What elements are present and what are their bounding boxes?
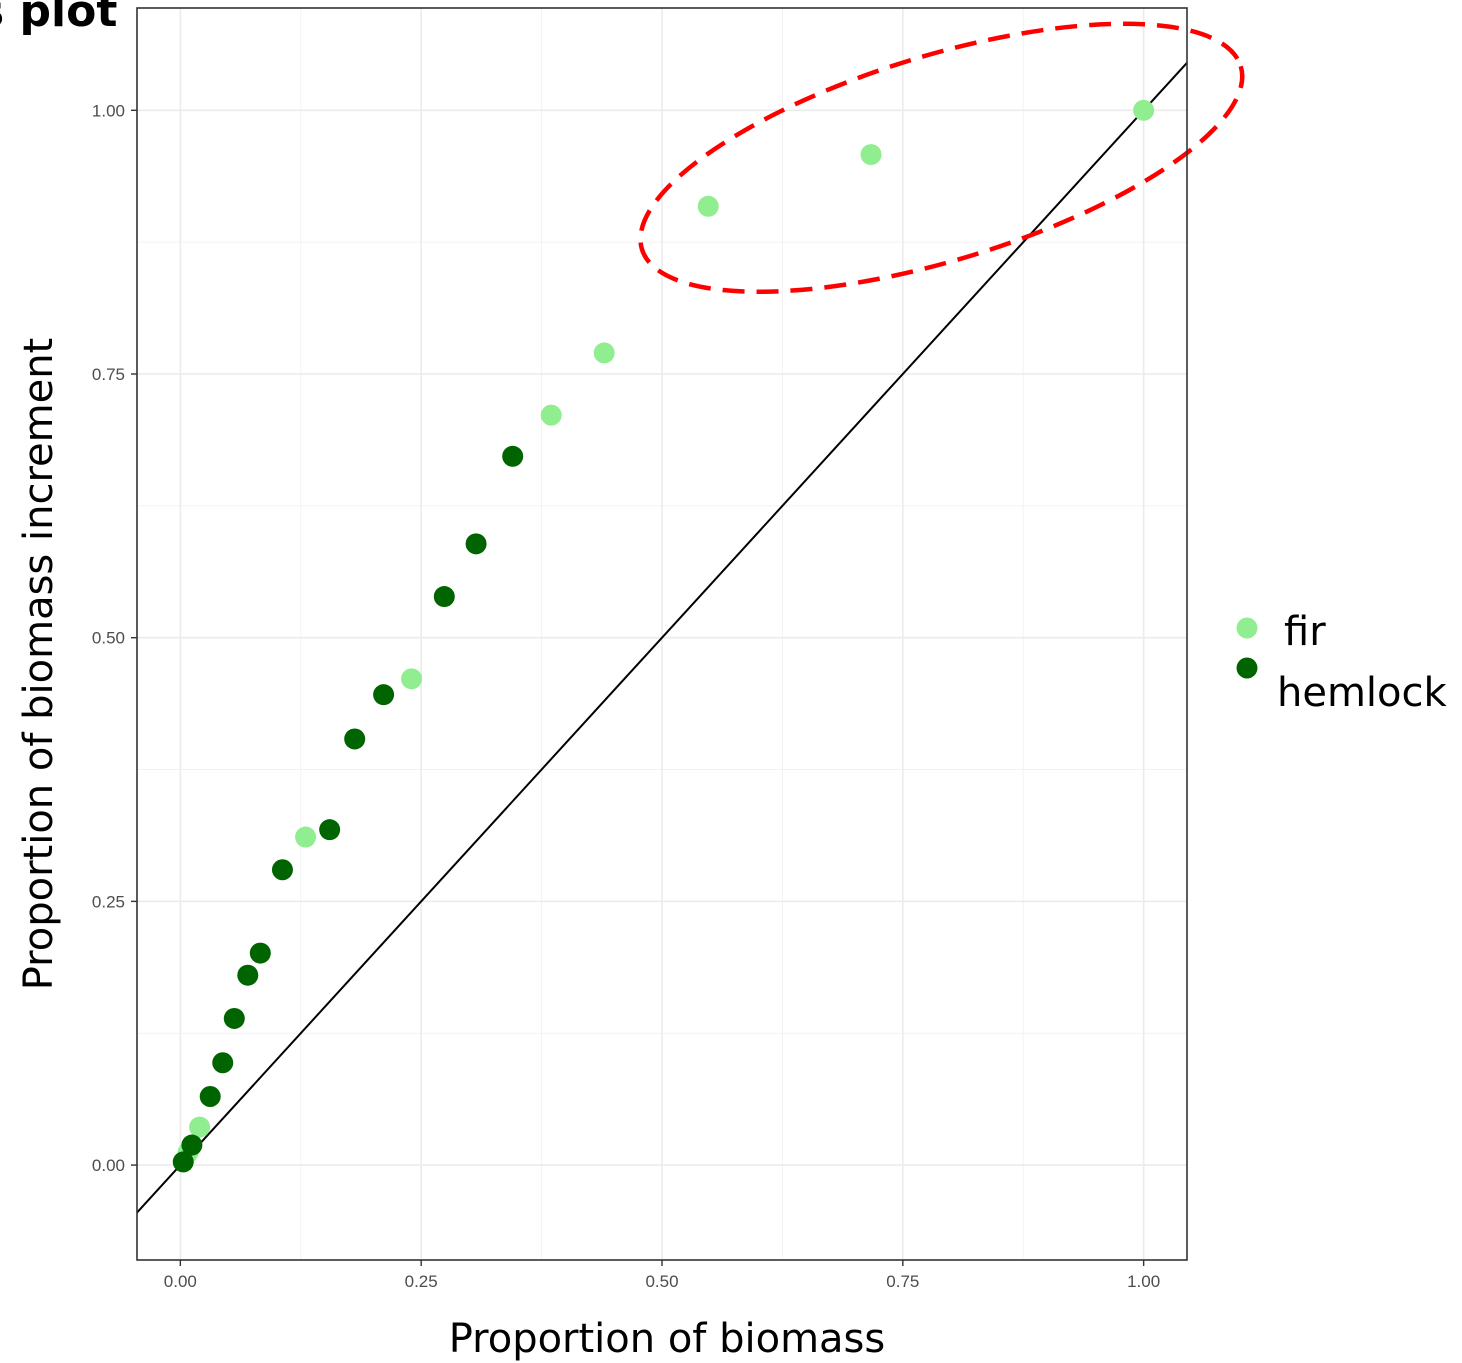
major-grid [137,8,1187,1260]
x-tick-label: 0.50 [645,1272,678,1291]
data-point-hemlock [271,859,293,881]
data-point-fir [540,404,562,426]
x-axis: 0.00 0.25 0.50 0.75 1.00 [164,1260,1160,1291]
legend-key-hemlock [1236,657,1258,679]
identity-reference-line [136,62,1188,1214]
data-point-hemlock [465,533,487,555]
data-point-hemlock [502,445,524,467]
legend-item-hemlock: hemlock [1236,657,1448,716]
y-tick-label: 0.75 [92,365,125,384]
data-point-fir [860,144,882,166]
data-point-hemlock [199,1086,221,1108]
data-point-hemlock [181,1134,203,1156]
data-point-hemlock [433,586,455,608]
series-hemlock [172,445,524,1173]
x-tick-label: 0.75 [886,1272,919,1291]
x-tick-label: 0.00 [164,1272,197,1291]
y-tick-label: 0.00 [92,1156,125,1175]
y-tick-label: 0.25 [92,892,125,911]
data-point-fir [189,1116,211,1138]
data-point-fir [295,826,317,848]
data-points [172,99,1155,1173]
chart-title: s plot [0,0,117,37]
y-axis-title: Proportion of biomass increment [16,338,62,990]
legend-item-fir: fir [1236,609,1326,655]
x-axis-title: Proportion of biomass [449,1316,886,1362]
data-point-fir [593,342,615,364]
data-point-hemlock [223,1007,245,1029]
y-tick-label: 1.00 [92,101,125,120]
x-tick-label: 1.00 [1127,1272,1160,1291]
data-point-fir [401,668,423,690]
data-point-hemlock [344,728,366,750]
legend: fir hemlock [1236,609,1448,716]
data-point-hemlock [212,1052,234,1074]
y-axis: 0.00 0.25 0.50 0.75 1.00 [92,101,137,1175]
legend-label-hemlock: hemlock [1277,670,1448,716]
data-point-fir [1133,99,1155,121]
data-point-hemlock [249,942,271,964]
x-tick-label: 0.25 [405,1272,438,1291]
legend-label-fir: fir [1284,609,1326,655]
data-point-hemlock [319,819,341,841]
legend-key-fir [1236,617,1258,639]
data-point-hemlock [373,684,395,706]
data-point-hemlock [172,1151,194,1173]
data-point-hemlock [237,964,259,986]
data-point-fir [697,195,719,217]
y-tick-label: 0.50 [92,629,125,648]
